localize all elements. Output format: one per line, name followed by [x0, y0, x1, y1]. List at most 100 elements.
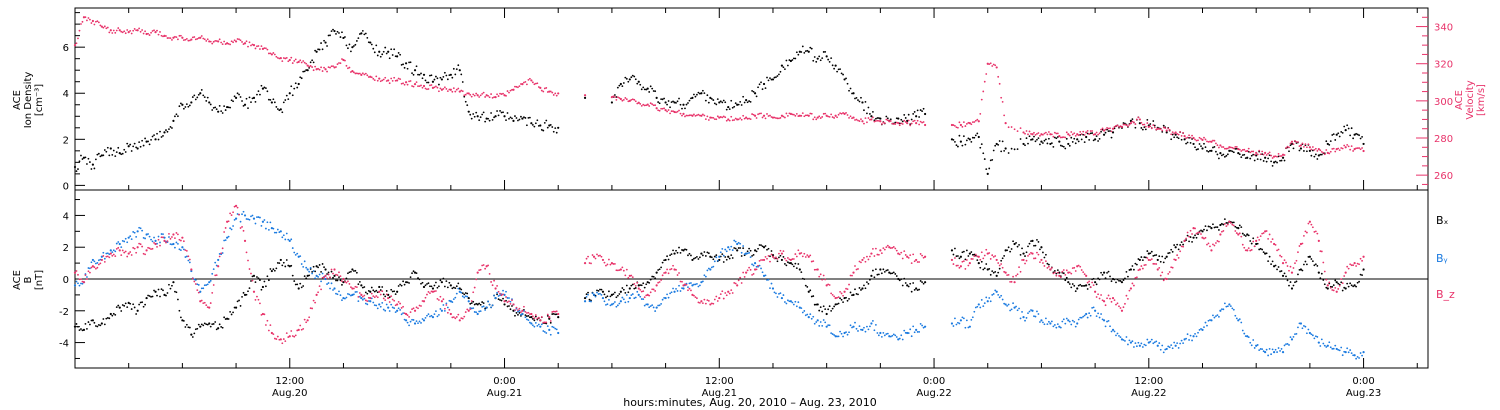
bz-point [986, 252, 989, 255]
bz-point [1158, 266, 1161, 269]
bz-point [1045, 260, 1047, 263]
bz-point [655, 284, 658, 287]
density-point [105, 150, 108, 153]
bz-point [370, 292, 373, 295]
density-point [1010, 147, 1013, 150]
by-point [870, 322, 873, 325]
bx-point [628, 287, 631, 290]
density-point [154, 138, 157, 141]
bz-point [338, 271, 340, 274]
bz-point [252, 290, 256, 293]
bz-point [971, 258, 974, 260]
velocity-point [530, 79, 533, 82]
by-point [919, 322, 922, 325]
bx-point [139, 301, 142, 304]
density-point [861, 101, 864, 104]
velocity-point [1106, 126, 1108, 129]
by-point [1259, 348, 1262, 350]
velocity-point [1198, 136, 1201, 139]
velocity-point [1243, 148, 1246, 151]
bz-point [1241, 243, 1244, 246]
velocity-point [452, 87, 455, 90]
by-point [1047, 320, 1050, 323]
velocity-point [1118, 125, 1120, 128]
bz-point [1134, 277, 1137, 279]
velocity-point [160, 34, 163, 37]
bz-point [318, 285, 321, 288]
bx-point [230, 313, 233, 316]
by-point [1091, 307, 1094, 309]
density-point [1055, 137, 1058, 140]
bz-point [499, 292, 501, 295]
bz-point [922, 256, 925, 259]
by-point [440, 309, 443, 312]
by-point [278, 231, 281, 234]
by-point [135, 235, 138, 238]
bx-point [950, 249, 954, 252]
bx-point [245, 293, 248, 296]
bz-point [400, 307, 403, 309]
bz-point [710, 302, 713, 305]
density-point [1243, 153, 1246, 156]
velocity-point [540, 89, 543, 92]
bx-point [312, 265, 315, 268]
bx-point [1276, 268, 1278, 271]
by-point [950, 322, 954, 325]
by-point [1267, 354, 1270, 357]
bz-point [789, 258, 792, 262]
bz-point [1285, 261, 1287, 264]
velocity-point [1238, 148, 1241, 151]
bz-point [722, 297, 725, 300]
velocity-point [685, 114, 688, 117]
by-point [1168, 346, 1171, 349]
density-point [82, 156, 86, 159]
density-point [627, 80, 630, 83]
density-point [80, 154, 82, 157]
bz-point [1182, 245, 1185, 248]
density-point [506, 112, 509, 114]
density-point [381, 53, 384, 56]
bx-point [446, 286, 449, 289]
density-point [229, 106, 232, 109]
density-point [971, 136, 974, 139]
by-point [718, 255, 721, 258]
velocity-point [487, 94, 490, 97]
by-point [1076, 322, 1079, 325]
bx-point [710, 256, 713, 259]
by-point [120, 246, 123, 249]
density-point [994, 144, 997, 147]
bx-point [831, 307, 834, 310]
bz-point [983, 254, 986, 257]
by-point [596, 291, 598, 294]
velocity-point [874, 120, 877, 122]
by-point [642, 298, 645, 301]
density-point [1252, 153, 1255, 156]
by-point [590, 300, 592, 303]
bx-point [96, 325, 99, 328]
density-point [108, 154, 111, 157]
density-point [785, 59, 788, 62]
by-point [91, 258, 94, 262]
density-point [780, 64, 784, 67]
bz-point [473, 286, 476, 289]
bz-point [1262, 232, 1265, 234]
bz-point [1138, 268, 1141, 271]
bx-point [1025, 251, 1028, 254]
velocity-point [442, 87, 445, 90]
bz-point [457, 313, 460, 316]
bx-point [606, 295, 609, 298]
by-point [1340, 346, 1343, 349]
bx-point [361, 286, 364, 289]
bx-point [819, 306, 822, 309]
by-point [898, 337, 901, 340]
bx-point [111, 314, 114, 317]
by-point [675, 287, 677, 290]
bz-point [640, 290, 643, 293]
density-point [743, 101, 746, 104]
velocity-point [300, 61, 303, 64]
by-point [399, 309, 402, 311]
density-point [983, 158, 986, 160]
density-point [1197, 148, 1199, 150]
by-point [730, 245, 733, 248]
